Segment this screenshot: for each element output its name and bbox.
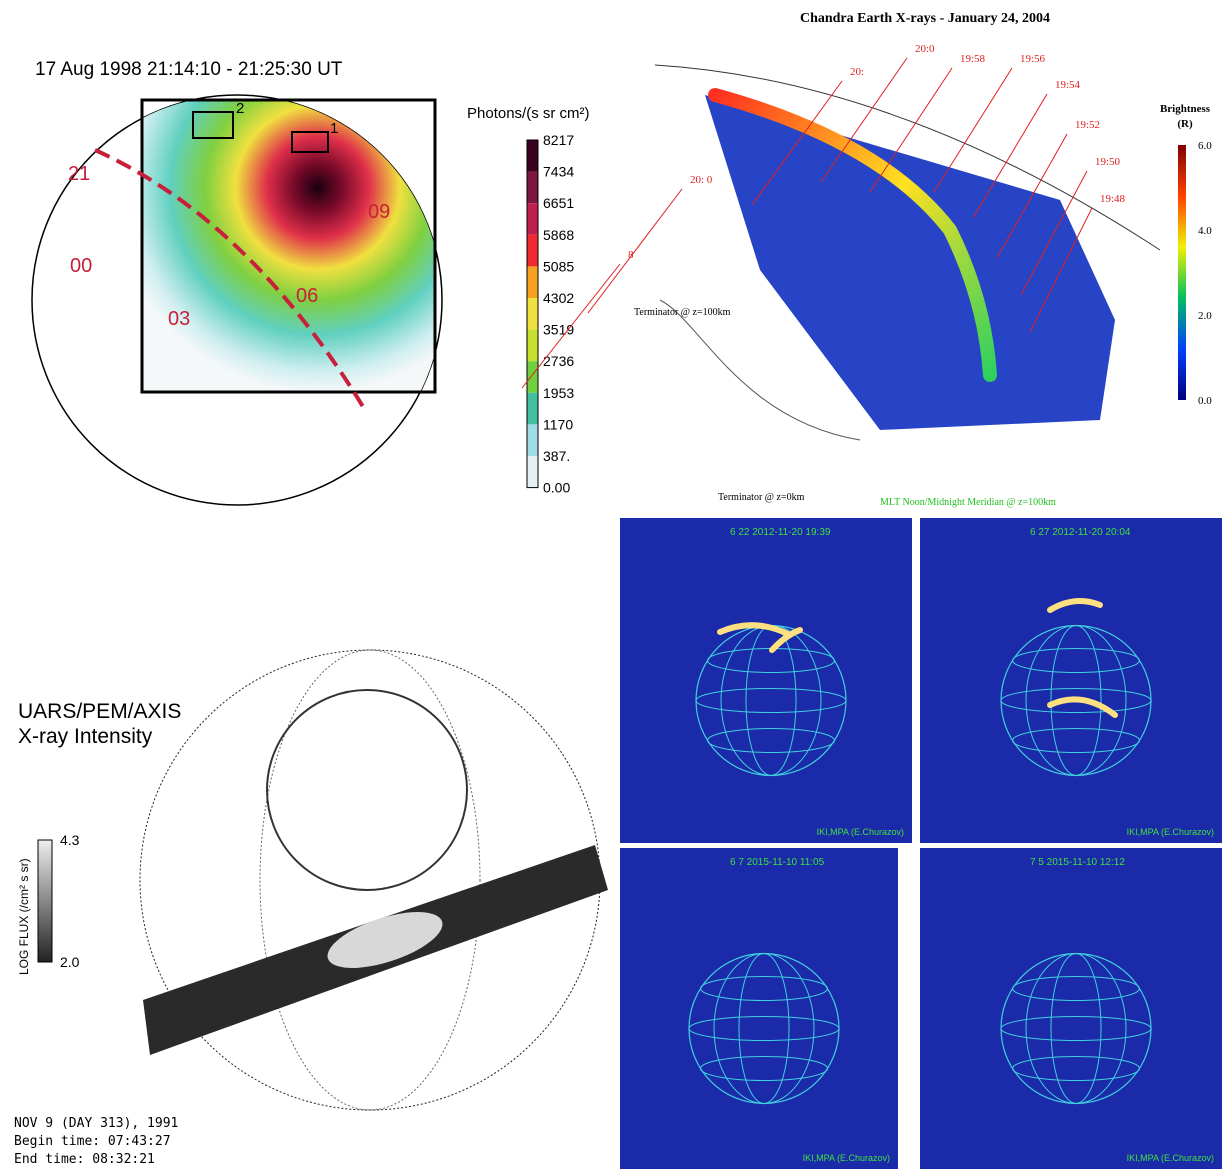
map-label: 2 <box>236 100 244 117</box>
frame-image <box>620 848 898 1169</box>
colorbar <box>38 840 52 962</box>
colorbar-segment <box>527 235 538 267</box>
frame-credit: IKI,MPA (E.Churazov) <box>1127 827 1214 837</box>
scatter-cloud <box>705 95 1115 430</box>
panel-4: 6 22 2012-11-20 19:39 IKI,MPA (E.Churazov… <box>620 518 1222 1169</box>
colorbar-label: 4.3 <box>60 832 80 848</box>
colorbar-segment <box>527 203 538 235</box>
colorbar-segment <box>527 393 538 425</box>
colorbar-label: 2.0 <box>1198 310 1212 322</box>
track <box>934 68 1012 192</box>
panel-3: UARS/PEM/AXIS X-ray Intensity LOG FLUX (… <box>14 650 608 1167</box>
colorbar-segment <box>527 298 538 330</box>
frame-header: 6 7 2015-11-10 11:05 <box>730 857 825 868</box>
panel-title: UARS/PEM/AXIS <box>18 700 181 723</box>
time-label: 19:56 <box>1020 53 1046 65</box>
colorbar-label: 4302 <box>543 290 574 306</box>
colorbar-segment <box>527 172 538 204</box>
colorbar-label: 7434 <box>543 164 574 180</box>
time-label: 8 <box>628 249 634 261</box>
frame-header: 6 22 2012-11-20 19:39 <box>730 527 831 538</box>
time-label: 20: <box>850 66 864 78</box>
colorbar-segment <box>527 330 538 362</box>
time-label: 19:52 <box>1075 119 1100 131</box>
annotation: Terminator @ z=100km <box>634 307 731 318</box>
colorbar-segment <box>527 424 538 456</box>
colorbar-label: 1953 <box>543 385 574 401</box>
colorbar-label: 5868 <box>543 227 574 243</box>
colorbar-segment <box>527 361 538 393</box>
time-label: 20:0 <box>915 43 935 55</box>
panel-title: Chandra Earth X-rays - January 24, 2004 <box>800 11 1050 26</box>
colorbar-unit: (R) <box>1177 118 1193 130</box>
colorbar-label: 387. <box>543 448 570 464</box>
colorbar-title: Brightness <box>1160 103 1211 115</box>
frame-image <box>620 518 912 843</box>
map-label: 03 <box>168 308 190 330</box>
footer: Begin time: 07:43:27 <box>14 1134 171 1149</box>
panel-subtitle: X-ray Intensity <box>18 725 153 748</box>
colorbar-label: 0.0 <box>1198 395 1212 407</box>
heat-map <box>142 100 435 392</box>
annotation: Terminator @ z=0km <box>718 492 805 503</box>
footer: End time: 08:32:21 <box>14 1152 155 1167</box>
colorbar-label: 4.0 <box>1198 225 1212 237</box>
map-label: 1 <box>330 120 338 137</box>
colorbar-title: Photons/(s sr cm²) <box>467 105 590 122</box>
frame-image <box>920 848 1222 1169</box>
frame-header: 6 27 2012-11-20 20:04 <box>1030 527 1131 538</box>
footer: NOV 9 (DAY 313), 1991 <box>14 1116 178 1131</box>
time-label: 19:58 <box>960 53 986 65</box>
colorbar-label: 1170 <box>543 416 573 432</box>
colorbar-segment <box>527 140 538 172</box>
colorbar-label: 0.00 <box>543 480 570 496</box>
annotation: MLT Noon/Midnight Meridian @ z=100km <box>880 497 1056 508</box>
panel-title: 17 Aug 1998 21:14:10 - 21:25:30 UT <box>35 59 343 80</box>
panel-2: Chandra Earth X-rays - January 24, 2004 … <box>522 11 1212 508</box>
colorbar-label: 6651 <box>543 195 574 211</box>
time-label: 19:50 <box>1095 156 1121 168</box>
colorbar-segment <box>527 456 538 488</box>
colorbar-label: 8217 <box>543 132 574 148</box>
frame-header: 7 5 2015-11-10 12:12 <box>1030 857 1125 868</box>
colorbar-label: 6.0 <box>1198 140 1212 152</box>
frame-image <box>920 518 1222 843</box>
frame-credit: IKI,MPA (E.Churazov) <box>803 1153 890 1163</box>
colorbar-label: 2.0 <box>60 954 80 970</box>
frame-credit: IKI,MPA (E.Churazov) <box>817 827 904 837</box>
colorbar <box>1178 145 1186 400</box>
map-label: 21 <box>68 163 90 185</box>
panel-1: 17 Aug 1998 21:14:10 - 21:25:30 UT 21000… <box>32 59 590 505</box>
frame-credit: IKI,MPA (E.Churazov) <box>1127 1153 1214 1163</box>
colorbar-label: 5085 <box>543 258 574 274</box>
time-label: 19:48 <box>1100 193 1126 205</box>
colorbar-label: 3519 <box>543 322 574 338</box>
time-label: 20: 0 <box>690 174 713 186</box>
map-label: 09 <box>368 201 390 223</box>
figure: 17 Aug 1998 21:14:10 - 21:25:30 UT 21000… <box>0 0 1225 1169</box>
time-label: 19:54 <box>1055 79 1081 91</box>
colorbar-segment <box>527 266 538 298</box>
colorbar-title: LOG FLUX (/cm² s sr) <box>17 858 31 975</box>
track <box>588 189 682 313</box>
map-label: 00 <box>70 255 92 277</box>
map-label: 06 <box>296 285 318 307</box>
